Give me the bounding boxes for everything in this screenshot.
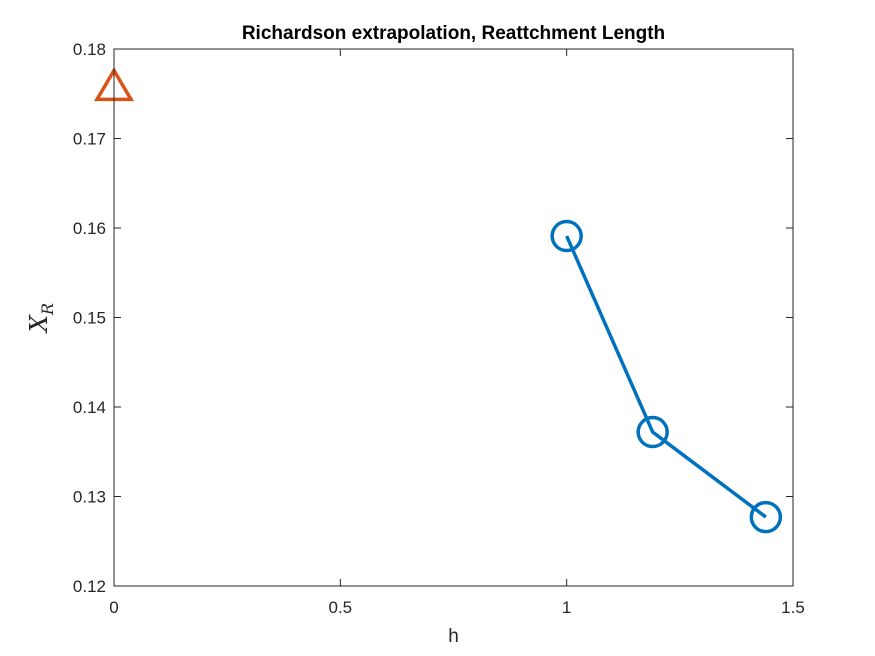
ticks-layer: 0 0.5 1 1.5 0.12 0.13 0.14 0.15 0.16 0.17 0.18 — [73, 40, 805, 617]
y-axis-label-main: X — [25, 314, 53, 334]
y-tick-label: 0.18 — [73, 40, 106, 59]
y-tick-label: 0.16 — [73, 219, 106, 238]
y-tick-label: 0.12 — [73, 577, 106, 596]
x-tick-label: 1.5 — [781, 598, 805, 617]
y-tick-label: 0.17 — [73, 130, 106, 149]
data-point-circle — [636, 415, 669, 449]
data-point-circle — [749, 500, 783, 534]
y-axis-label: XR — [25, 303, 57, 334]
x-tick-label: 1 — [562, 598, 571, 617]
axes-background — [114, 49, 793, 586]
series-line — [565, 235, 767, 519]
y-tick-label: 0.13 — [73, 488, 106, 507]
chart-title: Richardson extrapolation, Reattchment Le… — [242, 23, 665, 44]
x-axis-label: h — [448, 626, 459, 647]
x-tick-label: 0.5 — [329, 598, 353, 617]
y-axis-label-subscript: R — [38, 303, 57, 316]
x-tick-label: 0 — [109, 598, 118, 617]
data-point-circle — [550, 219, 583, 253]
y-tick-label: 0.14 — [73, 398, 106, 417]
y-tick-label: 0.15 — [73, 309, 106, 328]
